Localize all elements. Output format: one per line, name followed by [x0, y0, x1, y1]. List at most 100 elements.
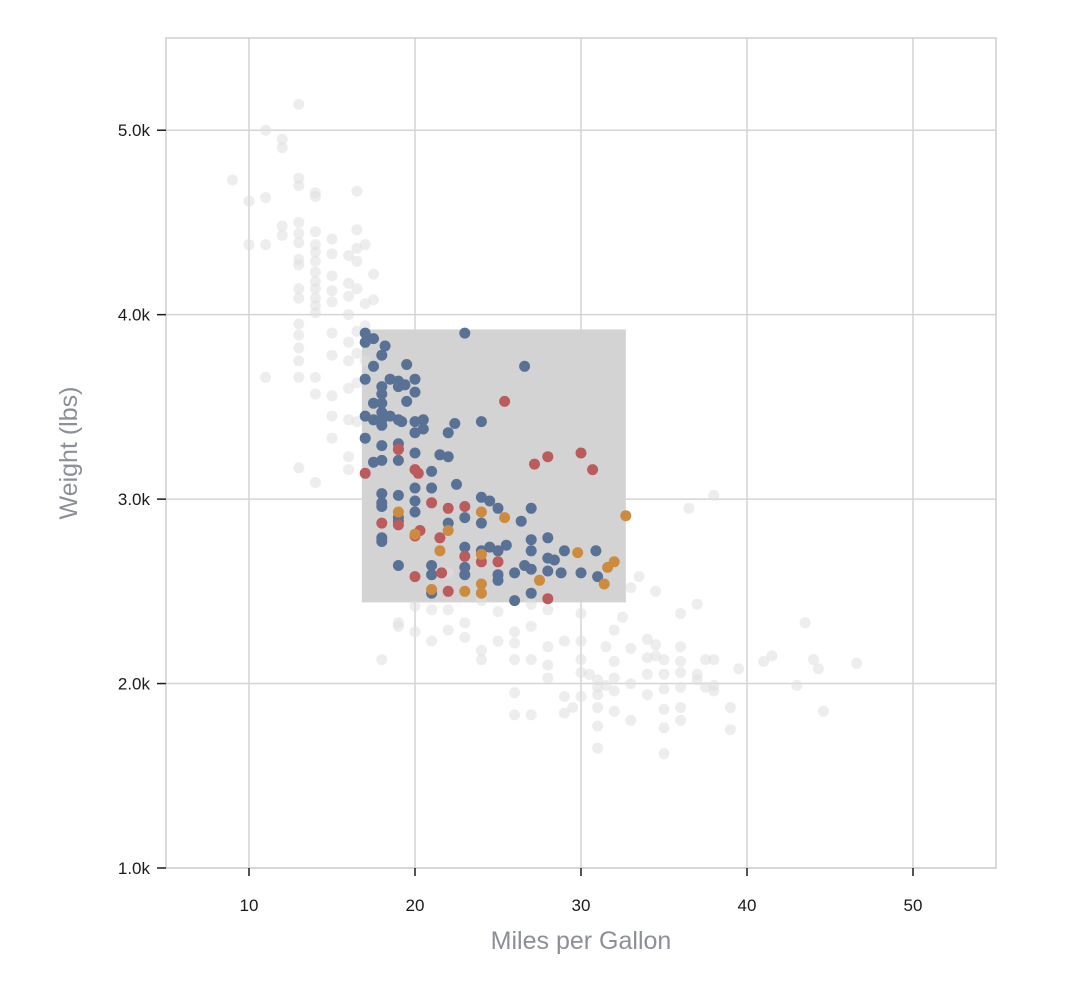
point-usa [384, 373, 396, 385]
point-europe [575, 447, 587, 459]
point-unselected [368, 268, 379, 280]
point-usa [509, 595, 521, 607]
point-unselected [650, 585, 662, 597]
point-usa [376, 397, 388, 409]
point-usa [459, 512, 471, 524]
point-unselected [575, 691, 587, 702]
x-tick-label: 20 [406, 896, 425, 915]
point-unselected [326, 270, 338, 282]
point-usa [475, 517, 487, 529]
point-japan [475, 578, 487, 590]
point-usa [555, 567, 567, 579]
point-usa [417, 423, 429, 435]
x-tick-label: 40 [738, 896, 757, 915]
point-unselected [309, 266, 321, 278]
point-europe [587, 464, 599, 476]
point-unselected [575, 635, 587, 647]
point-unselected [309, 191, 321, 203]
point-europe [392, 519, 404, 531]
point-usa [459, 327, 471, 339]
point-unselected [542, 672, 554, 684]
point-unselected [409, 626, 421, 638]
point-japan [434, 545, 446, 557]
point-unselected [293, 318, 305, 330]
point-unselected [708, 654, 720, 666]
point-unselected [293, 462, 305, 474]
point-usa [392, 560, 404, 571]
brush-selection[interactable] [361, 329, 626, 603]
point-usa [392, 489, 404, 501]
x-tick-label: 30 [572, 896, 591, 915]
point-unselected [758, 655, 770, 667]
point-usa [525, 563, 537, 575]
point-unselected [309, 255, 321, 267]
point-unselected [625, 643, 637, 654]
point-unselected [293, 98, 305, 110]
point-usa [376, 419, 388, 431]
point-usa [590, 545, 602, 557]
point-unselected [343, 309, 355, 321]
point-europe [412, 467, 424, 479]
point-unselected [658, 668, 670, 680]
point-unselected [351, 283, 363, 295]
point-unselected [575, 667, 587, 678]
point-usa [459, 569, 471, 581]
point-unselected [309, 388, 321, 400]
point-unselected [558, 635, 570, 647]
point-unselected [376, 654, 388, 666]
point-unselected [351, 347, 363, 359]
point-unselected [343, 464, 355, 476]
point-unselected [617, 611, 628, 623]
point-unselected [492, 635, 504, 647]
point-usa [399, 379, 411, 391]
point-usa [409, 373, 421, 385]
point-unselected [641, 668, 653, 680]
point-unselected [592, 720, 604, 732]
point-unselected [442, 604, 454, 616]
point-europe [542, 593, 554, 605]
point-unselected [309, 246, 321, 258]
point-unselected [309, 283, 321, 295]
point-unselected [525, 709, 537, 721]
point-japan [475, 506, 487, 518]
point-unselected [351, 242, 363, 254]
point-unselected [293, 216, 305, 228]
point-unselected [509, 709, 521, 721]
point-unselected [343, 250, 355, 262]
point-unselected [509, 626, 521, 638]
y-tick-label: 3.0k [118, 490, 151, 509]
point-unselected [658, 654, 670, 666]
point-unselected [641, 633, 653, 645]
point-unselected [343, 382, 355, 394]
point-usa [500, 539, 512, 551]
x-tick-label: 50 [904, 896, 923, 915]
point-unselected [851, 657, 863, 669]
point-unselected [459, 617, 471, 629]
point-europe [376, 517, 388, 529]
point-unselected [243, 195, 255, 207]
point-usa [401, 359, 413, 370]
point-europe [459, 501, 471, 512]
point-unselected [326, 327, 338, 339]
point-usa [515, 515, 527, 527]
point-usa [359, 432, 371, 444]
y-axis-title: Weight (lbs) [55, 387, 83, 520]
point-unselected [625, 678, 637, 690]
point-usa [426, 465, 438, 477]
point-usa [359, 336, 371, 348]
axes: 10 20 30 40 50 1.0k 2.0k 3.0k 4.0k 5.0k [118, 121, 923, 915]
point-unselected [442, 624, 454, 636]
point-unselected [351, 185, 363, 197]
point-unselected [525, 620, 537, 632]
point-unselected [326, 285, 338, 297]
point-unselected [608, 672, 620, 684]
point-usa [426, 560, 438, 571]
point-unselected [276, 229, 288, 241]
point-unselected [326, 233, 338, 245]
point-unselected [733, 663, 745, 675]
point-europe [436, 567, 448, 579]
point-unselected [675, 667, 687, 678]
point-usa [449, 418, 461, 429]
point-unselected [293, 180, 305, 192]
point-unselected [293, 371, 305, 383]
